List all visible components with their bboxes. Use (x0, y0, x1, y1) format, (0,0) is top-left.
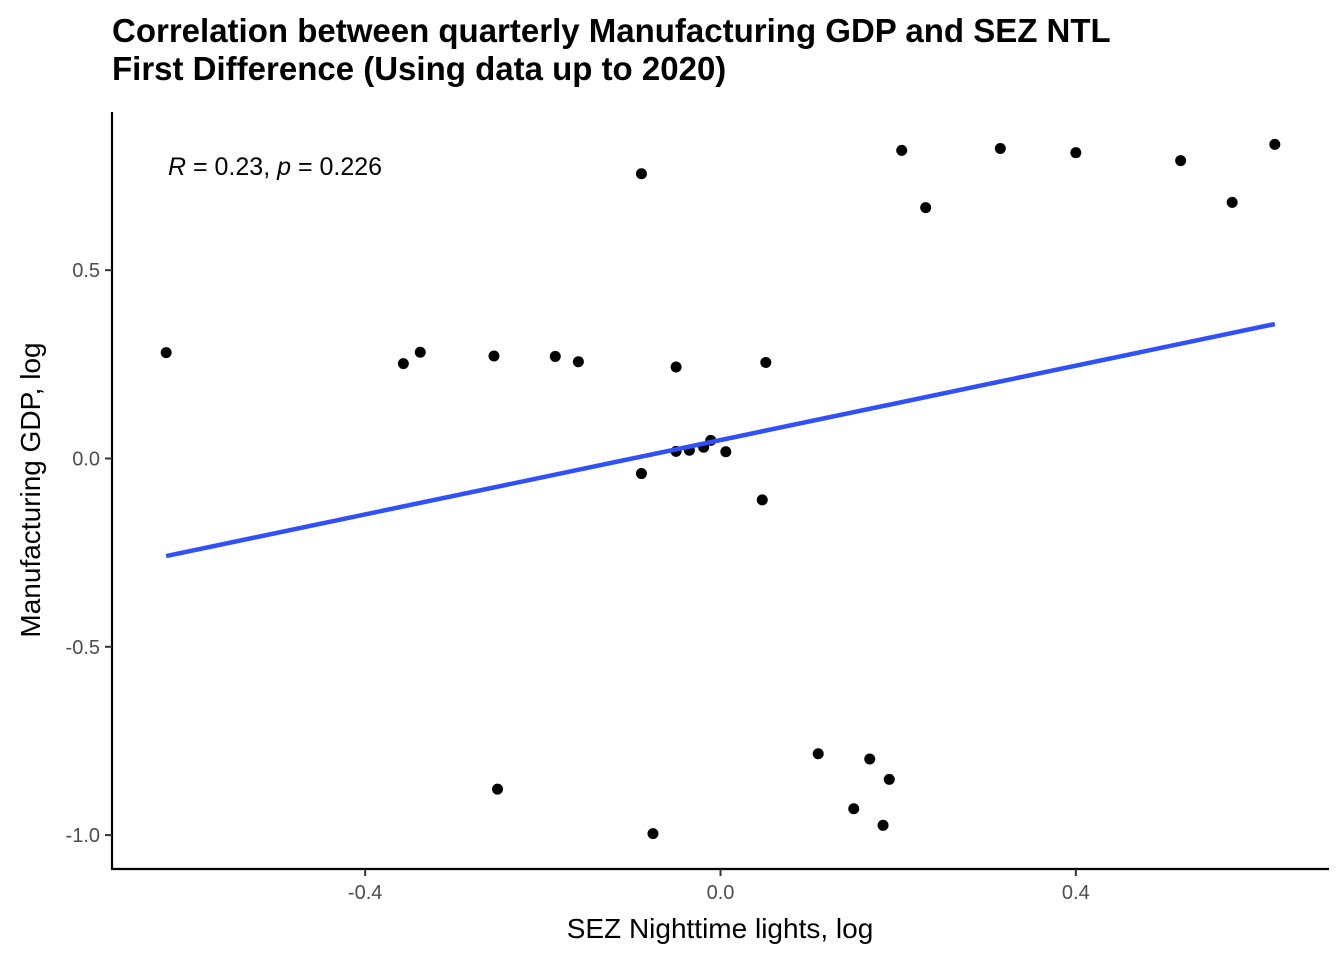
r-value-text: = 0.23, (186, 153, 277, 181)
data-point-28 (1175, 155, 1187, 167)
y-tick-label-3: 0.0 (72, 448, 100, 470)
chart-title-line-2: First Difference (Using data up to 2020) (112, 50, 727, 87)
data-point-18 (760, 356, 772, 368)
chart-title-line-1: Correlation between quarterly Manufactur… (112, 12, 1111, 49)
p-symbol: p (276, 153, 291, 181)
data-point-3 (414, 346, 426, 358)
regression-line (165, 321, 1276, 559)
y-tick-label-2: -0.5 (66, 637, 100, 659)
x-tick-label-3: 0.4 (1062, 882, 1090, 904)
data-point-2 (397, 358, 409, 370)
x-tick-label-2: 0.0 (707, 882, 735, 904)
data-point-21 (864, 753, 876, 765)
data-point-8 (635, 168, 647, 180)
data-point-26 (994, 143, 1006, 155)
data-point-19 (812, 748, 824, 760)
data-point-25 (920, 202, 932, 214)
data-point-1 (160, 347, 172, 359)
data-point-10 (647, 828, 659, 840)
y-tick-label-4: 0.5 (72, 260, 100, 282)
x-tick-label-1: -0.4 (348, 882, 382, 904)
data-point-17 (756, 494, 768, 506)
y-axis-title: Manufacturing GDP, log (15, 342, 46, 637)
correlation-annotation: R = 0.23, p = 0.226 (168, 153, 382, 181)
data-point-4 (488, 350, 500, 362)
points-layer (160, 138, 1281, 840)
data-point-20 (848, 803, 860, 815)
y-tick-label-1: -1.0 (66, 825, 100, 847)
data-point-27 (1070, 147, 1082, 159)
data-point-22 (877, 819, 889, 831)
data-point-9 (635, 468, 647, 480)
r-symbol: R (168, 153, 186, 181)
data-point-24 (896, 144, 908, 156)
data-point-7 (572, 356, 584, 368)
p-value-text: = 0.226 (291, 153, 382, 181)
axes-layer: -0.4 0.0 0.4 -1.0 -0.5 0.0 0.5 (66, 112, 1329, 904)
data-point-16 (720, 446, 732, 458)
data-point-5 (492, 783, 504, 795)
data-point-23 (883, 773, 895, 785)
fit-line-layer (165, 321, 1276, 559)
data-point-30 (1269, 138, 1281, 150)
data-point-11 (670, 361, 682, 373)
data-point-6 (549, 350, 561, 362)
data-point-29 (1226, 196, 1238, 208)
chart-title: Correlation between quarterly Manufactur… (112, 12, 1332, 88)
x-axis-title: SEZ Nighttime lights, log (567, 913, 874, 944)
